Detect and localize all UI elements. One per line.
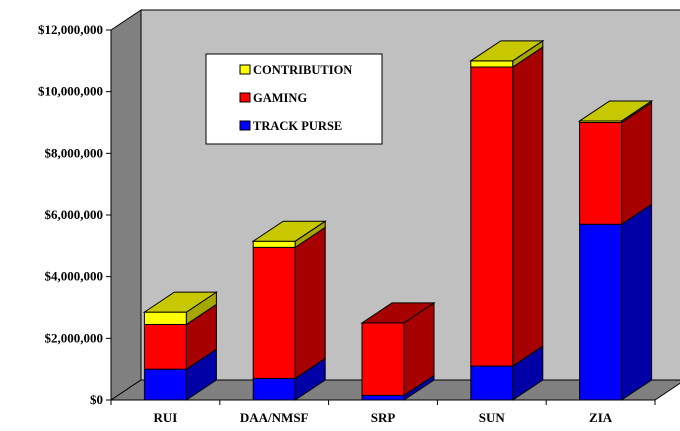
legend-label: GAMING (253, 91, 307, 105)
bar-gaming-side (512, 46, 544, 368)
bar-top-face (142, 291, 219, 313)
bar-gaming-front (252, 246, 296, 379)
bar-gaming-front (470, 66, 514, 367)
legend-swatch (239, 64, 251, 75)
legend-label: CONTRIBUTION (253, 63, 352, 77)
bar-track-purse-front (579, 223, 623, 401)
bar-gaming-front (579, 122, 623, 225)
bar-stack-srp (360, 301, 436, 401)
bar-gaming-front (361, 322, 405, 396)
bar-track-purse-front (361, 394, 405, 401)
x-tick-label: RUI (153, 410, 177, 425)
legend: CONTRIBUTION GAMING TRACK PURSE (205, 53, 383, 145)
bar-contribution-front (143, 311, 187, 325)
x-tick-label: DAA/NMSF (240, 410, 309, 425)
y-tick-label: $8,000,000 (45, 145, 104, 160)
bar-track-purse-front (252, 377, 296, 401)
bar-stack-zia (577, 100, 654, 401)
legend-label: TRACK PURSE (253, 119, 342, 133)
bar-contribution-front (252, 240, 296, 248)
bar-gaming-side (294, 226, 326, 380)
x-tick-label: SUN (479, 410, 506, 425)
y-tick-label: $6,000,000 (45, 207, 104, 222)
y-tick-label: $0 (90, 392, 103, 407)
y-tick-label: $12,000,000 (38, 22, 103, 37)
bar-stack-rui (142, 291, 219, 401)
bar-top-face (251, 220, 327, 242)
legend-swatch (239, 120, 251, 131)
legend-box (205, 53, 383, 145)
bar-track-purse-front (143, 368, 187, 401)
bar-top-face (360, 302, 436, 324)
bar-track-purse-front (470, 365, 514, 401)
bar-top-face (469, 40, 545, 62)
x-tick-label: SRP (371, 410, 396, 425)
bar-contribution-front (470, 60, 514, 68)
bar-stack-sun (469, 39, 545, 401)
bar-gaming-front (143, 323, 187, 370)
bar-stack-daa-nmsf (251, 220, 327, 401)
bar-gaming-side (621, 101, 653, 226)
bar-top-face (577, 100, 654, 122)
x-tick-label: ZIA (589, 410, 613, 425)
y-tick-label: $10,000,000 (38, 84, 103, 99)
legend-swatch (239, 92, 251, 103)
y-tick-label: $4,000,000 (45, 269, 104, 284)
y-tick-label: $2,000,000 (45, 330, 104, 345)
side-wall (110, 9, 142, 401)
bar-track-purse-side (621, 203, 653, 401)
